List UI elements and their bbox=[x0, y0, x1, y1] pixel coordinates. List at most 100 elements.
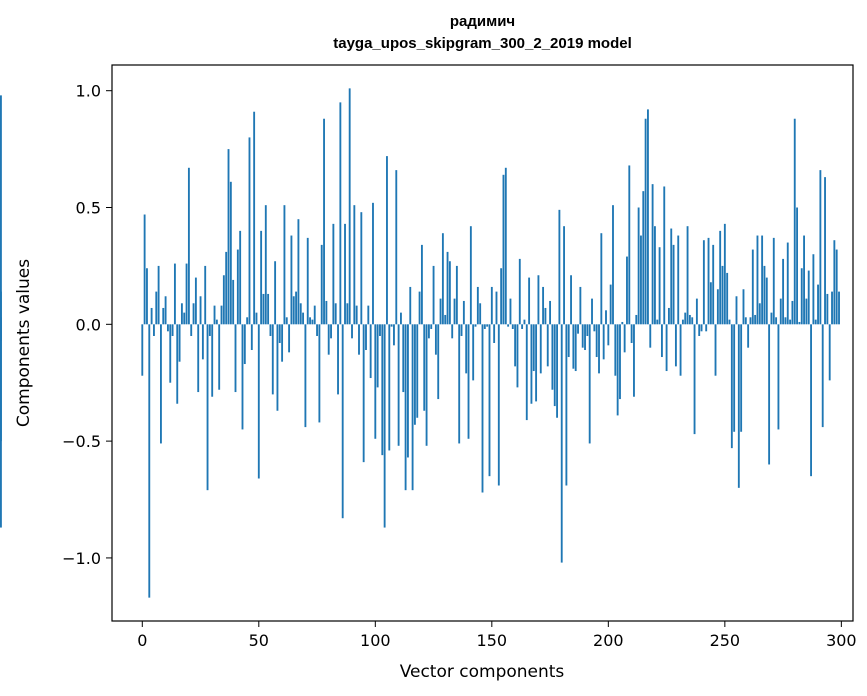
bar-68 bbox=[299, 303, 302, 325]
bar-194 bbox=[593, 324, 596, 332]
bar-55 bbox=[269, 324, 272, 336]
bars-group bbox=[0, 88, 840, 598]
bar-88 bbox=[346, 303, 349, 325]
bar-209 bbox=[628, 165, 631, 325]
bar-277 bbox=[786, 242, 789, 325]
bar-112 bbox=[402, 324, 405, 393]
bar-31 bbox=[213, 305, 216, 325]
bar-253 bbox=[730, 324, 733, 449]
bar-207 bbox=[623, 324, 626, 353]
bar-1 bbox=[143, 214, 146, 325]
bar-256 bbox=[737, 324, 740, 488]
bar-188 bbox=[579, 286, 582, 325]
bar-270 bbox=[770, 312, 773, 325]
bar-285 bbox=[805, 298, 808, 325]
bar-258 bbox=[742, 289, 745, 325]
bar-228 bbox=[672, 244, 675, 325]
bar-298 bbox=[835, 249, 838, 325]
bar-83 bbox=[334, 303, 337, 325]
bar-190 bbox=[584, 324, 586, 351]
bar-236 bbox=[691, 317, 694, 325]
bar-203 bbox=[614, 324, 617, 376]
bar-82 bbox=[332, 223, 335, 325]
bar-94 bbox=[360, 212, 363, 325]
bar-238 bbox=[695, 298, 698, 325]
bar-150 bbox=[490, 286, 493, 325]
bar-71 bbox=[306, 237, 309, 325]
bar-177 bbox=[553, 324, 556, 407]
bar-239 bbox=[698, 324, 701, 336]
bar-40 bbox=[234, 324, 237, 393]
bar-181 bbox=[563, 226, 565, 325]
bar-109 bbox=[395, 170, 398, 325]
bar-182 bbox=[565, 324, 568, 486]
bar-96 bbox=[365, 324, 367, 351]
bar-187 bbox=[577, 324, 579, 334]
bar-108 bbox=[393, 324, 395, 346]
bar-218 bbox=[649, 324, 652, 348]
chart-subtitle: tayga_upos_skipgram_300_2_2019 model bbox=[333, 35, 632, 52]
y-axis-label: Components values bbox=[14, 259, 34, 427]
bar-273 bbox=[777, 324, 780, 430]
bar-80 bbox=[327, 324, 330, 355]
bar-266 bbox=[761, 235, 764, 325]
bar-35 bbox=[222, 275, 225, 325]
y-tick-label: −1.0 bbox=[62, 549, 101, 568]
bar-271 bbox=[772, 237, 775, 325]
bar-263 bbox=[754, 314, 757, 325]
bar-202 bbox=[612, 205, 614, 325]
bar-16 bbox=[178, 324, 181, 362]
bar-232 bbox=[681, 319, 684, 325]
bar-117 bbox=[413, 324, 416, 425]
bar-143 bbox=[474, 324, 477, 327]
bar-170 bbox=[537, 275, 540, 325]
plot-frame bbox=[111, 64, 854, 622]
x-tick-label: 200 bbox=[593, 631, 624, 650]
bar-148 bbox=[486, 324, 489, 327]
bar-20 bbox=[187, 167, 190, 325]
bar-99 bbox=[372, 202, 374, 325]
bar-25 bbox=[199, 296, 202, 325]
x-tick-label: 100 bbox=[360, 631, 391, 650]
bar-102 bbox=[379, 324, 381, 336]
bar-123 bbox=[427, 324, 430, 339]
bar-100 bbox=[374, 324, 377, 439]
bar-176 bbox=[551, 324, 554, 390]
bar-260 bbox=[747, 324, 750, 348]
bar-185 bbox=[572, 324, 575, 369]
bar-139 bbox=[465, 324, 468, 374]
bar-245 bbox=[712, 244, 715, 325]
bar-250 bbox=[723, 223, 726, 325]
bar-274 bbox=[779, 298, 782, 325]
bar-118 bbox=[416, 324, 419, 418]
bar-126 bbox=[434, 324, 437, 355]
bar-214 bbox=[640, 235, 642, 325]
bar-198 bbox=[602, 324, 605, 360]
bar-262 bbox=[751, 249, 754, 325]
bar-155 bbox=[502, 174, 505, 325]
y-axis: 1.0 0.5 0.0 −0.5 −1.0 bbox=[62, 82, 112, 568]
bar-91 bbox=[353, 205, 356, 325]
bar-224 bbox=[663, 186, 666, 325]
bar-189 bbox=[581, 324, 584, 348]
bar-24 bbox=[197, 324, 200, 393]
bar-152 bbox=[495, 291, 498, 325]
bar-85 bbox=[339, 102, 342, 325]
bar-156 bbox=[504, 167, 507, 325]
bar-18 bbox=[183, 312, 186, 325]
bar-196 bbox=[598, 324, 600, 374]
bar-168 bbox=[532, 324, 535, 372]
bar-229 bbox=[674, 324, 677, 367]
bar-230 bbox=[677, 235, 680, 325]
bar-11 bbox=[166, 324, 169, 332]
bar-54 bbox=[267, 293, 270, 325]
bar-131 bbox=[446, 251, 449, 325]
bar-119 bbox=[418, 291, 421, 325]
bar-0 bbox=[141, 324, 144, 376]
bar-154 bbox=[500, 268, 503, 325]
bar-147 bbox=[483, 324, 486, 329]
bar-57 bbox=[274, 261, 277, 325]
bar-79 bbox=[325, 300, 328, 325]
bar-248 bbox=[719, 230, 722, 325]
bar-106 bbox=[388, 324, 391, 451]
